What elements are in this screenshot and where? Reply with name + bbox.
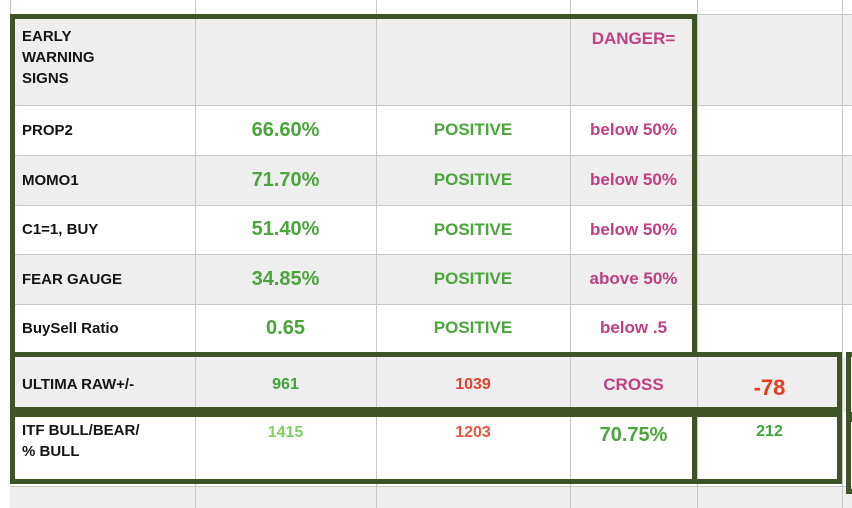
row-band-header <box>10 14 852 105</box>
itf-bear-cell[interactable]: 1203 <box>455 424 491 441</box>
gridline <box>10 155 852 156</box>
buysell-danger-cell[interactable]: below .5 <box>599 318 668 337</box>
buysell-value-cell[interactable]: 0.65 <box>266 316 305 339</box>
momo1-status-cell[interactable]: POSITIVE <box>433 170 513 189</box>
fear-gauge-status-cell[interactable]: POSITIVE <box>433 269 513 288</box>
prop2-value-cell[interactable]: 66.60% <box>251 118 320 141</box>
ultima-net-cell[interactable]: -78 <box>753 374 786 400</box>
momo1-danger-cell[interactable]: below 50% <box>590 170 677 189</box>
itf-row-border <box>10 412 842 484</box>
itf-pct-bull-cell[interactable]: 70.75% <box>599 424 668 446</box>
momo1-value-cell[interactable]: 71.70% <box>251 168 320 191</box>
buysell-status-cell[interactable]: POSITIVE <box>433 318 513 337</box>
itf-net-cell[interactable]: 212 <box>756 423 783 440</box>
ultima-row-border <box>10 352 842 412</box>
offscreen-cell-border <box>846 412 852 494</box>
row-label-ultima-raw[interactable]: ULTIMA RAW+/- <box>22 376 135 393</box>
fear-gauge-danger-cell[interactable]: above 50% <box>589 269 678 288</box>
c1-buy-status-cell[interactable]: POSITIVE <box>433 219 513 239</box>
ultima-raw-minus-cell[interactable]: 1039 <box>455 375 491 393</box>
row-band-fear-gauge <box>10 254 852 304</box>
row-label-buysell-ratio[interactable]: BuySell Ratio <box>22 319 119 337</box>
ultima-signal-cell[interactable]: CROSS <box>603 374 664 394</box>
gridline <box>10 486 852 487</box>
gridline <box>10 205 852 206</box>
danger-column-header: DANGER= <box>591 29 676 48</box>
gridline <box>10 0 11 14</box>
row-band-momo1 <box>10 155 852 205</box>
fear-gauge-value-cell[interactable]: 34.85% <box>251 267 320 290</box>
row-band-bottom <box>10 487 852 508</box>
itf-bull-cell[interactable]: 1415 <box>267 424 304 441</box>
prop2-danger-cell[interactable]: below 50% <box>590 120 677 139</box>
gridline <box>10 304 852 305</box>
row-label-prop2[interactable]: PROP2 <box>22 121 73 139</box>
gridline <box>10 105 852 106</box>
row-label-fear-gauge[interactable]: FEAR GAUGE <box>22 270 123 288</box>
row-label-momo1[interactable]: MOMO1 <box>22 171 79 189</box>
c1-buy-danger-cell[interactable]: below 50% <box>590 219 677 239</box>
ultima-raw-plus-cell[interactable]: 961 <box>272 375 299 393</box>
itf-cell-divider <box>692 412 697 484</box>
row-label-itf-bull-bear[interactable]: ITF BULL/BEAR/ % BULL <box>22 422 140 460</box>
c1-buy-value-cell[interactable]: 51.40% <box>251 218 320 240</box>
table-title: EARLY WARNING SIGNS <box>22 28 95 87</box>
gridline <box>10 254 852 255</box>
row-band-ultima <box>10 357 852 412</box>
prop2-status-cell[interactable]: POSITIVE <box>433 120 513 139</box>
row-label-c1-buy[interactable]: C1=1, BUY <box>22 221 99 238</box>
